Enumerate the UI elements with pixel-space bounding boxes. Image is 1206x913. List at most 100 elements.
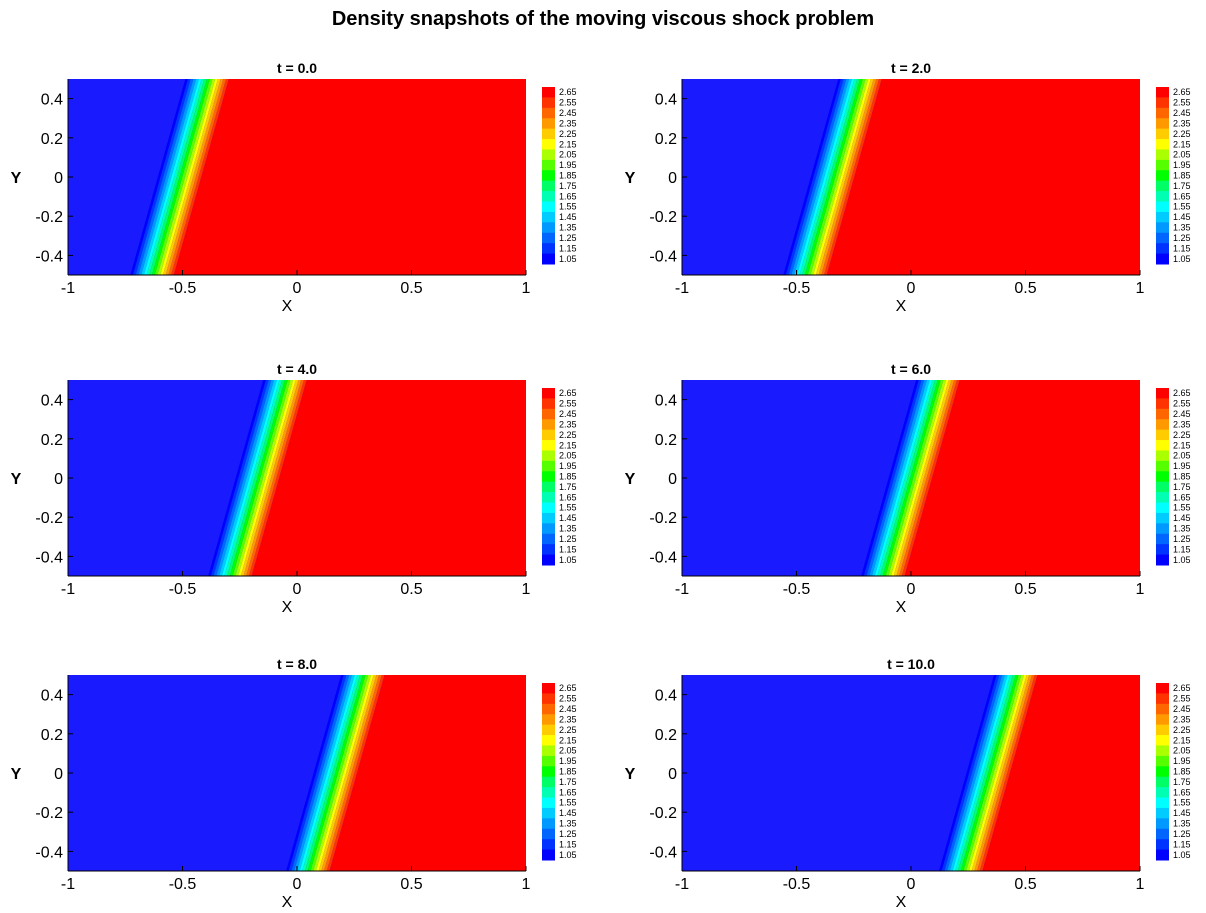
- colorbar-level-label: 2.15: [559, 440, 577, 450]
- x-tick-label: -0.5: [783, 280, 811, 297]
- y-tick-label: -0.2: [35, 209, 63, 226]
- colorbar-swatch: [1156, 755, 1169, 767]
- shock-contour-band: [944, 675, 1003, 871]
- shock-contour-band: [966, 675, 1024, 871]
- y-tick-label: 0: [54, 766, 63, 783]
- colorbar-level-label: 1.55: [1173, 202, 1191, 212]
- x-tick-label: 0.5: [1014, 876, 1036, 893]
- shock-contour-band: [818, 79, 877, 275]
- colorbar-level-label: 1.65: [1173, 191, 1191, 201]
- colorbar-swatch: [542, 523, 555, 535]
- y-tick-label: 0.4: [655, 393, 677, 410]
- colorbar-swatch: [1156, 460, 1169, 472]
- colorbar-swatch: [542, 388, 555, 399]
- shock-contour-band: [899, 380, 957, 576]
- colorbar-swatch: [1156, 714, 1169, 726]
- colorbar-swatch: [542, 128, 555, 140]
- x-tick-label: -0.5: [169, 280, 197, 297]
- colorbar-level-label: 1.05: [1173, 850, 1191, 860]
- colorbar-swatch: [542, 502, 555, 514]
- shock-contour-band: [305, 675, 363, 871]
- shock-contour-band: [807, 79, 866, 275]
- colorbar-swatch: [542, 149, 555, 161]
- colorbar-swatch: [542, 471, 555, 483]
- y-tick-label: -0.4: [35, 248, 63, 265]
- shock-contour-band: [866, 380, 925, 576]
- colorbar-level-label: 1.15: [1173, 243, 1191, 253]
- colorbar-level-label: 1.05: [559, 254, 577, 264]
- colorbar-swatch: [542, 776, 555, 788]
- colorbar-level-label: 2.35: [1173, 419, 1191, 429]
- shock-contour-band: [785, 79, 844, 275]
- colorbar-swatch: [1156, 170, 1169, 182]
- shock-contour-band: [146, 79, 205, 275]
- x-tick-label: 1: [522, 876, 531, 893]
- shock-contour-band: [960, 675, 1019, 871]
- shock-contour-band: [160, 79, 218, 275]
- colorbar-level-label: 1.95: [1173, 461, 1191, 471]
- colorbar-swatch: [1156, 797, 1169, 809]
- colorbar-level-label: 1.95: [1173, 160, 1191, 170]
- colorbar-level-label: 2.35: [559, 118, 577, 128]
- colorbar-swatch: [542, 450, 555, 462]
- colorbar-swatch: [542, 849, 555, 861]
- y-tick-label: 0.4: [41, 92, 63, 109]
- colorbar-swatch: [542, 839, 555, 851]
- colorbar-swatch: [542, 159, 555, 171]
- shock-contour-band: [821, 79, 880, 275]
- colorbar-swatch: [1156, 724, 1169, 736]
- colorbar-swatch: [1156, 787, 1169, 799]
- shock-contour-band: [208, 380, 266, 576]
- panel-title: t = 2.0: [891, 60, 931, 76]
- shock-contour-band: [861, 380, 919, 576]
- x-tick-label: -1: [675, 581, 689, 598]
- colorbar-swatch: [1156, 839, 1169, 851]
- colorbar-swatch: [542, 828, 555, 840]
- shock-contour-band: [324, 675, 382, 871]
- colorbar-swatch: [1156, 471, 1169, 483]
- panel-title: t = 0.0: [277, 60, 317, 76]
- colorbar-level-label: 2.65: [559, 388, 577, 398]
- colorbar-level-label: 1.95: [559, 160, 577, 170]
- colorbar-level-label: 1.35: [559, 223, 577, 233]
- colorbar-level-label: 2.55: [1173, 399, 1191, 409]
- colorbar-level-label: 1.05: [559, 555, 577, 565]
- shock-contour-band: [318, 675, 377, 871]
- y-tick-label: 0: [54, 170, 63, 187]
- colorbar-level-label: 1.55: [559, 503, 577, 513]
- shock-contour-band: [952, 675, 1011, 871]
- high-density-region: [982, 675, 1140, 871]
- colorbar-swatch: [1156, 828, 1169, 840]
- colorbar-level-label: 2.55: [559, 399, 577, 409]
- colorbar-level-label: 1.15: [1173, 544, 1191, 554]
- colorbar-level-label: 1.45: [559, 808, 577, 818]
- colorbar-swatch: [1156, 408, 1169, 420]
- shock-contour-band: [974, 675, 1033, 871]
- x-tick-label: 1: [1136, 280, 1145, 297]
- colorbar-swatch: [1156, 554, 1169, 566]
- colorbar-level-label: 1.45: [1173, 808, 1191, 818]
- colorbar-level-label: 2.65: [1173, 87, 1191, 97]
- colorbar-swatch: [542, 232, 555, 244]
- shock-contour-band: [863, 380, 922, 576]
- colorbar-level-label: 1.95: [559, 756, 577, 766]
- shock-contour-band: [210, 380, 269, 576]
- shock-contour-band: [941, 675, 1000, 871]
- colorbar-level-label: 1.05: [1173, 555, 1191, 565]
- density-panel: t = 6.0-1 -0.5 0 0.5 10.40.20-0.2-0.4XY2.652…: [625, 361, 1191, 616]
- shock-contour-band: [227, 380, 285, 576]
- density-panel: t = 10.0 -1 -0.5 0 0.5 1 0.4 0.2 0 -0.2 -0.4 X Y 2.65…: [625, 656, 1191, 911]
- shock-contour-band: [788, 79, 847, 275]
- x-tick-label: 0.5: [400, 581, 422, 598]
- colorbar-level-label: 1.35: [559, 819, 577, 829]
- colorbar-swatch: [1156, 429, 1169, 441]
- colorbar-level-label: 2.45: [1173, 409, 1191, 419]
- colorbar-swatch: [1156, 107, 1169, 119]
- colorbar-swatch: [1156, 191, 1169, 203]
- colorbar-level-label: 1.25: [559, 233, 577, 243]
- colorbar-level-label: 2.35: [559, 714, 577, 724]
- shock-contour-band: [949, 675, 1008, 871]
- shock-contour-band: [165, 79, 224, 275]
- shock-contour-band: [162, 79, 221, 275]
- colorbar-level-label: 2.05: [1173, 451, 1191, 461]
